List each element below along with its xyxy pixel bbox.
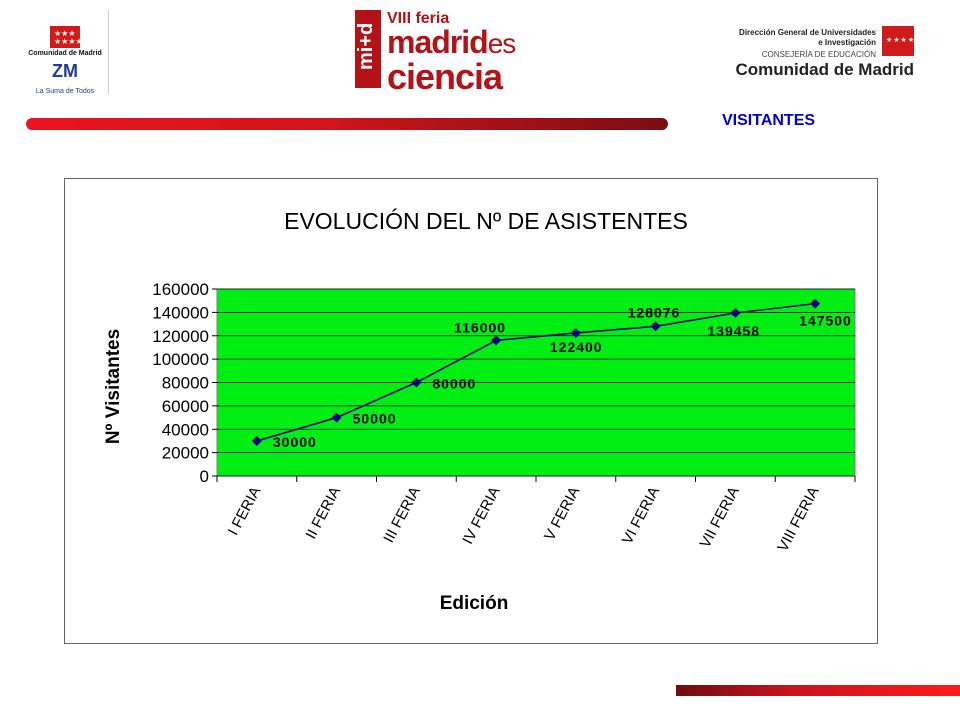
consejeria-logo: Dirección General de Universidades e Inv… bbox=[700, 22, 920, 84]
data-point bbox=[810, 298, 821, 309]
comunidad-madrid-logo: ★★★ ★★★★ Comunidad de Madrid ZM La Suma … bbox=[20, 10, 110, 96]
feria-edition: VIII feria bbox=[387, 10, 450, 27]
data-label: 116000 bbox=[454, 319, 506, 335]
consejeria-line: CONSEJERÍA DE EDUCACIÓN bbox=[761, 50, 876, 59]
line-chart: EVOLUCIÓN DEL Nº DE ASISTENTES 0 20000 4000… bbox=[103, 208, 856, 614]
y-tick-label: 60000 bbox=[162, 397, 209, 416]
data-point bbox=[491, 335, 502, 346]
chart-frame: EVOLUCIÓN DEL Nº DE ASISTENTES 0 20000 4000… bbox=[64, 178, 878, 644]
data-point bbox=[730, 308, 741, 319]
x-tick-label: VIII FERIA bbox=[774, 484, 822, 555]
comunidad-line: Comunidad de Madrid bbox=[735, 60, 915, 79]
org-name: Comunidad de Madrid bbox=[28, 50, 102, 57]
x-tick-label: I FERIA bbox=[225, 484, 265, 538]
zm-mark: ZM bbox=[52, 61, 78, 81]
header-red-bar bbox=[26, 118, 668, 130]
y-tick-label: 160000 bbox=[152, 280, 209, 299]
x-tick-label: V FERIA bbox=[541, 484, 583, 544]
tagline: La Suma de Todos bbox=[35, 88, 95, 95]
data-label: 147500 bbox=[799, 313, 852, 329]
x-axis-label: Edición bbox=[440, 593, 509, 614]
y-tick-label: 140000 bbox=[152, 303, 209, 322]
y-tick-label: 120000 bbox=[152, 327, 209, 346]
x-tick-label: VII FERIA bbox=[697, 484, 743, 551]
data-label: 139458 bbox=[707, 323, 760, 339]
y-tick-label: 80000 bbox=[162, 374, 209, 393]
data-point bbox=[650, 321, 661, 332]
data-label: 50000 bbox=[353, 411, 397, 427]
x-tick-label: III FERIA bbox=[380, 484, 424, 546]
data-point bbox=[251, 435, 262, 446]
mid-badge-icon: mi+d bbox=[355, 10, 381, 88]
y-axis-label: Nº Visitantes bbox=[103, 329, 124, 444]
chart-title: EVOLUCIÓN DEL Nº DE ASISTENTES bbox=[284, 208, 688, 234]
x-tick-label: VI FERIA bbox=[619, 484, 663, 547]
madrid-flag-icon: ★★★★ bbox=[882, 26, 914, 56]
feria-madrid: madrides bbox=[387, 24, 516, 60]
data-label: 122400 bbox=[550, 339, 603, 355]
data-label: 128076 bbox=[628, 304, 681, 320]
y-tick-label: 100000 bbox=[152, 350, 209, 369]
page-label: VISITANTES bbox=[722, 112, 816, 129]
logo-divider bbox=[108, 10, 109, 94]
y-tick-label: 40000 bbox=[162, 420, 209, 439]
x-tick-label: IV FERIA bbox=[459, 484, 503, 547]
dg-line2: e Investigación bbox=[818, 38, 876, 47]
x-tick-label: II FERIA bbox=[303, 484, 345, 542]
data-point bbox=[570, 327, 581, 338]
data-point bbox=[411, 377, 422, 388]
data-label: 30000 bbox=[273, 434, 317, 450]
feria-logo: mi+d VIII feria madrides ciencia bbox=[355, 10, 545, 97]
series-line bbox=[256, 302, 816, 442]
footer-red-bar bbox=[676, 685, 960, 696]
y-tick-label: 20000 bbox=[162, 444, 209, 463]
data-label: 80000 bbox=[432, 376, 476, 392]
data-point bbox=[331, 412, 342, 423]
feria-ciencia: ciencia bbox=[387, 56, 503, 97]
dg-line1: Dirección General de Universidades bbox=[739, 28, 876, 37]
y-tick-label: 0 bbox=[200, 467, 209, 486]
madrid-stars-icon: ★★★ ★★★★ bbox=[50, 26, 83, 48]
